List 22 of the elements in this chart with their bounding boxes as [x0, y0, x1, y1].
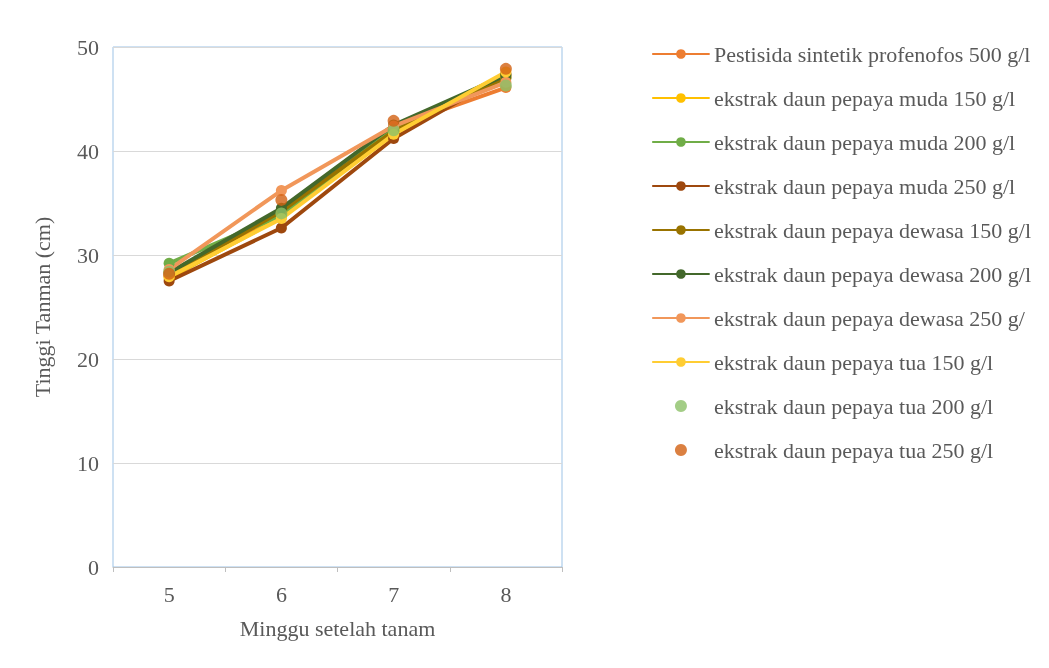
y-tick-label: 40 [77, 138, 99, 164]
x-axis-title: Minggu setelah tanam [239, 615, 436, 641]
x-tick-label: 8 [500, 581, 512, 607]
legend-label: ekstrak daun pepaya dewasa 250 g/ [713, 305, 1026, 331]
x-tick-label: 7 [388, 581, 400, 607]
legend-label: ekstrak daun pepaya muda 200 g/l [713, 129, 1016, 155]
y-tick-label: 10 [77, 450, 99, 476]
legend-label: ekstrak daun pepaya tua 250 g/l [713, 437, 994, 463]
legend-label: ekstrak daun pepaya muda 250 g/l [713, 173, 1016, 199]
legend-label: ekstrak daun pepaya tua 150 g/l [713, 349, 994, 375]
y-tick-label: 50 [77, 34, 99, 60]
y-axis-title: Tinggi Tanman (cm) [29, 216, 55, 398]
legend-label: ekstrak daun pepaya dewasa 200 g/l [713, 261, 1032, 287]
x-tick-label: 6 [275, 581, 287, 607]
legend-label: ekstrak daun pepaya muda 150 g/l [713, 85, 1016, 111]
legend-label: ekstrak daun pepaya tua 200 g/l [713, 393, 994, 419]
y-tick-label: 20 [77, 346, 99, 372]
y-tick-label: 30 [77, 242, 99, 268]
y-tick-label: 0 [88, 554, 99, 580]
legend-label: Pestisida sintetik profenofos 500 g/l [713, 41, 1031, 67]
legend-label: ekstrak daun pepaya dewasa 150 g/l [713, 217, 1032, 243]
x-tick-label: 5 [163, 581, 175, 607]
